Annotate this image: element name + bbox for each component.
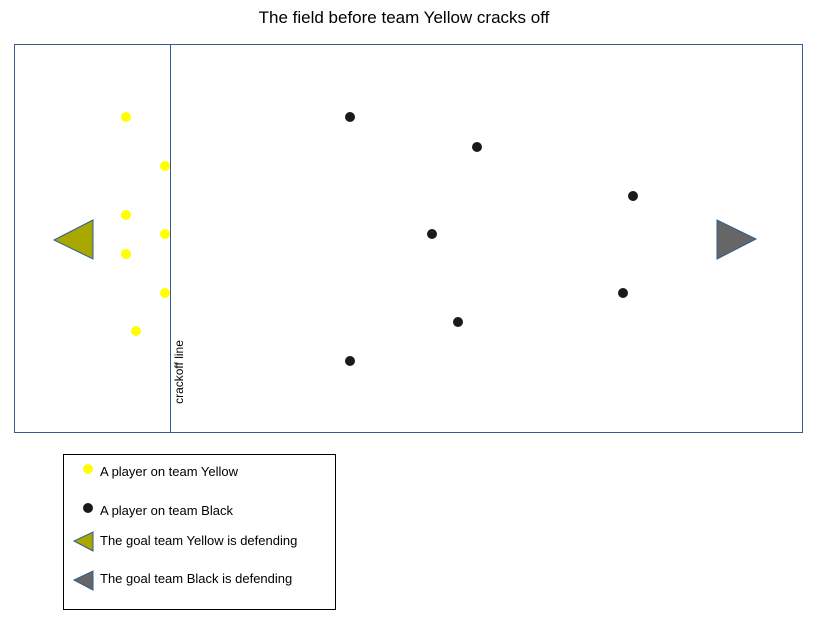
legend-yellow-player-label: A player on team Yellow xyxy=(100,464,239,479)
black-player xyxy=(628,191,638,201)
legend-black-goal-label: The goal team Black is defending xyxy=(100,571,293,586)
legend: A player on team Yellow A player on team… xyxy=(63,454,336,610)
yellow-player xyxy=(160,229,170,239)
yellow-player xyxy=(121,249,131,259)
black-player xyxy=(345,356,355,366)
playing-field xyxy=(14,44,803,433)
yellow-player xyxy=(131,326,141,336)
black-player xyxy=(453,317,463,327)
black-player xyxy=(345,112,355,122)
legend-black-player-swatch xyxy=(83,503,93,513)
yellow-player xyxy=(121,112,131,122)
black-player xyxy=(618,288,628,298)
legend-black-goal-icon xyxy=(72,570,94,591)
yellow-player xyxy=(121,210,131,220)
legend-yellow-player-swatch xyxy=(83,464,93,474)
yellow-goal-icon xyxy=(52,219,94,260)
black-player xyxy=(427,229,437,239)
yellow-player xyxy=(160,288,170,298)
crackoff-line xyxy=(170,44,171,433)
legend-black-player-label: A player on team Black xyxy=(100,503,233,518)
black-player xyxy=(472,142,482,152)
yellow-player xyxy=(160,161,170,171)
legend-yellow-goal-icon xyxy=(72,531,94,552)
black-goal-icon xyxy=(716,219,758,260)
crackoff-line-label: crackoff line xyxy=(172,340,186,404)
diagram-title: The field before team Yellow cracks off xyxy=(258,8,550,27)
legend-yellow-goal-label: The goal team Yellow is defending xyxy=(100,533,298,548)
